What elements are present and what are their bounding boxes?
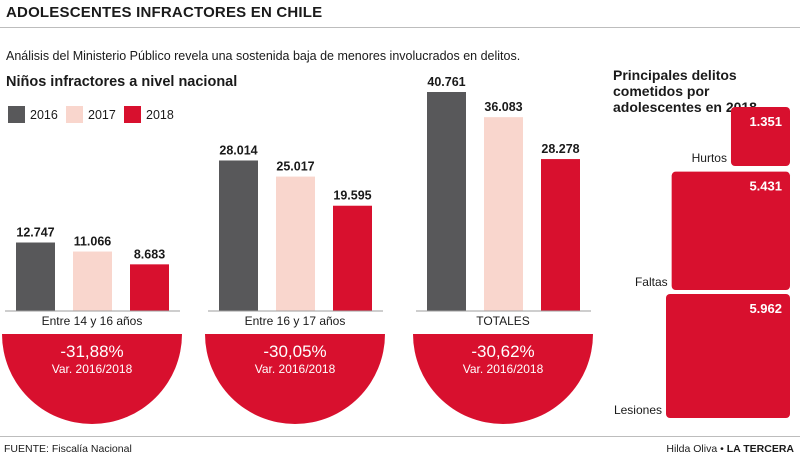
legend-swatch	[66, 106, 83, 123]
delito-square-faltas	[671, 171, 790, 290]
bar-2018-2	[333, 205, 372, 311]
bar-value-label: 12.747	[16, 226, 54, 240]
category-label: TOTALES	[476, 314, 530, 328]
bar-2016-3	[427, 92, 466, 311]
delito-square-hurtos	[730, 106, 790, 166]
bar-value-label: 28.278	[541, 142, 579, 156]
legend-swatch	[124, 106, 141, 123]
bar-value-label: 8.683	[134, 247, 165, 261]
bar-value-label: 36.083	[484, 100, 522, 114]
brand: LA TERCERA	[726, 443, 794, 455]
page-title: ADOLESCENTES INFRACTORES EN CHILE	[6, 4, 323, 21]
variation-value: -30,05%	[263, 342, 326, 361]
variation-badge	[205, 334, 385, 424]
bar-2018-1	[130, 264, 169, 311]
bar-2017-2	[276, 176, 315, 311]
bar-value-label: 40.761	[427, 75, 465, 89]
delito-label: Hurtos	[692, 151, 727, 165]
legend-item-2018: 2018	[124, 106, 174, 123]
bar-value-label: 28.014	[219, 143, 257, 157]
variation-note: Var. 2016/2018	[52, 362, 133, 376]
variation-badge	[413, 334, 593, 424]
delito-value: 1.351	[749, 114, 782, 129]
delito-value: 5.431	[749, 179, 782, 194]
source-note: FUENTE: Fiscalía Nacional	[4, 443, 132, 455]
category-label: Entre 16 y 17 años	[245, 314, 346, 328]
author: Hilda Oliva	[666, 443, 718, 455]
footer-rule	[0, 436, 800, 437]
legend-item-2017: 2017	[66, 106, 116, 123]
bar-value-label: 11.066	[74, 235, 112, 249]
bar-2017-1	[73, 251, 112, 311]
category-label: Entre 14 y 16 años	[42, 314, 143, 328]
legend-label: 2016	[30, 107, 58, 122]
variation-value: -31,88%	[60, 342, 123, 361]
bar-2018-3	[541, 159, 580, 311]
bar-2016-1	[16, 242, 55, 311]
variation-note: Var. 2016/2018	[463, 362, 544, 376]
page-subtitle: Análisis del Ministerio Público revela u…	[6, 49, 521, 63]
bar-2017-3	[484, 117, 523, 311]
delito-label: Lesiones	[614, 403, 662, 417]
variation-note: Var. 2016/2018	[255, 362, 336, 376]
delito-square-lesiones	[666, 294, 790, 418]
variation-value: -30,62%	[471, 342, 534, 361]
delito-value: 5.962	[749, 301, 782, 316]
legend-item-2016: 2016	[8, 106, 58, 123]
legend-label: 2017	[88, 107, 116, 122]
delito-label: Faltas	[635, 275, 668, 289]
variation-badge	[2, 334, 182, 424]
side-chart-title: Principales delitos cometidos por adoles…	[613, 67, 757, 115]
credit-separator: •	[720, 443, 724, 455]
credit: Hilda Oliva • LA TERCERA	[666, 443, 794, 455]
title-rule	[0, 27, 800, 28]
legend-label: 2018	[146, 107, 174, 122]
bar-value-label: 19.595	[333, 189, 371, 203]
bar-value-label: 25.017	[276, 160, 314, 174]
legend-swatch	[8, 106, 25, 123]
bar-2016-2	[219, 160, 258, 311]
main-chart-title: Niños infractores a nivel nacional	[6, 74, 238, 90]
